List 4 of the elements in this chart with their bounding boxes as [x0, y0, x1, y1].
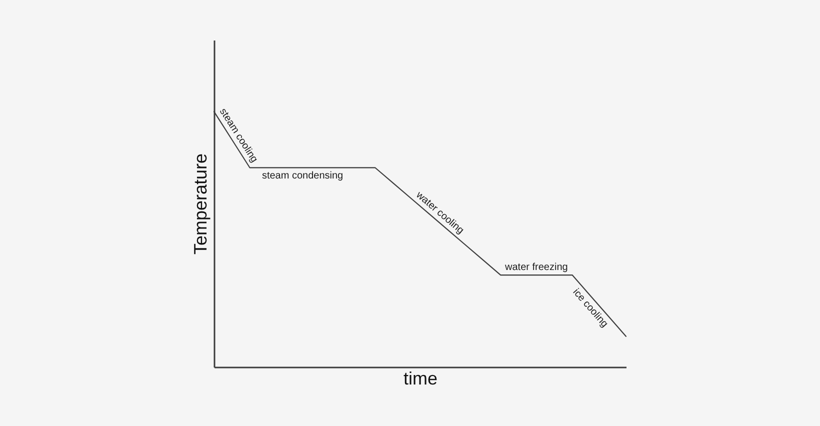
y-axis-title: Temperature [190, 153, 210, 255]
annotation: water freezing [504, 262, 568, 274]
x-axis-title: time [403, 368, 438, 388]
annotation: steam condensing [262, 170, 344, 182]
